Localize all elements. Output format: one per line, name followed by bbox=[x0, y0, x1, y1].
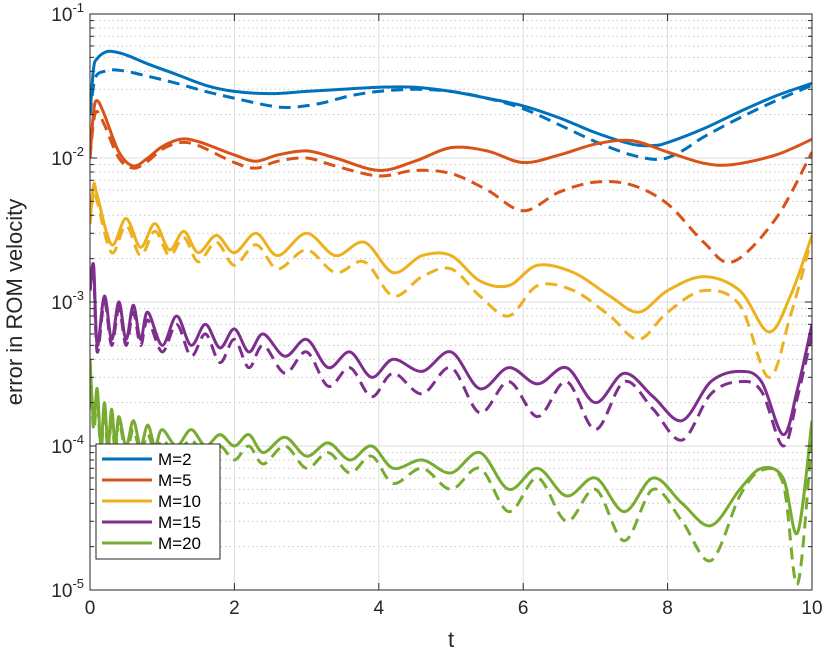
series-line-m-10-solid bbox=[90, 181, 812, 334]
x-tick-label: 0 bbox=[85, 598, 96, 619]
x-axis-label: t bbox=[448, 627, 454, 652]
y-tick-label: 10-5 bbox=[51, 576, 84, 602]
series-line-m-10-dashed bbox=[90, 189, 812, 379]
y-axis-label: error in ROM velocity bbox=[2, 199, 27, 406]
y-tick-label: 10-2 bbox=[51, 144, 84, 170]
series-line-m-5-dashed bbox=[90, 110, 812, 265]
x-tick-label: 4 bbox=[374, 598, 385, 619]
series-line-m-2-dashed bbox=[90, 68, 812, 161]
y-tick-label: 10-3 bbox=[51, 288, 84, 314]
tick-labels: 0 2 4 6 8 10 10-5 10-4 10-3 10-2 10-1 bbox=[51, 0, 822, 619]
series-line-m-5-solid bbox=[90, 99, 812, 172]
series-line-m-15-solid bbox=[90, 262, 812, 437]
legend: M=2 M=5 M=10 M=15 M=20 bbox=[95, 443, 221, 560]
legend-label: M=20 bbox=[158, 534, 201, 553]
x-tick-label: 10 bbox=[801, 598, 822, 619]
y-tick-label: 10-4 bbox=[51, 432, 84, 458]
x-tick-label: 2 bbox=[229, 598, 240, 619]
series-line-m-2-solid bbox=[90, 49, 812, 148]
y-tick-label: 10-1 bbox=[51, 0, 84, 26]
legend-label: M=5 bbox=[158, 471, 192, 490]
legend-label: M=15 bbox=[158, 513, 201, 532]
legend-label: M=10 bbox=[158, 492, 201, 511]
x-tick-label: 6 bbox=[518, 598, 529, 619]
legend-label: M=2 bbox=[158, 450, 192, 469]
x-tick-label: 8 bbox=[662, 598, 673, 619]
axes bbox=[89, 13, 813, 591]
